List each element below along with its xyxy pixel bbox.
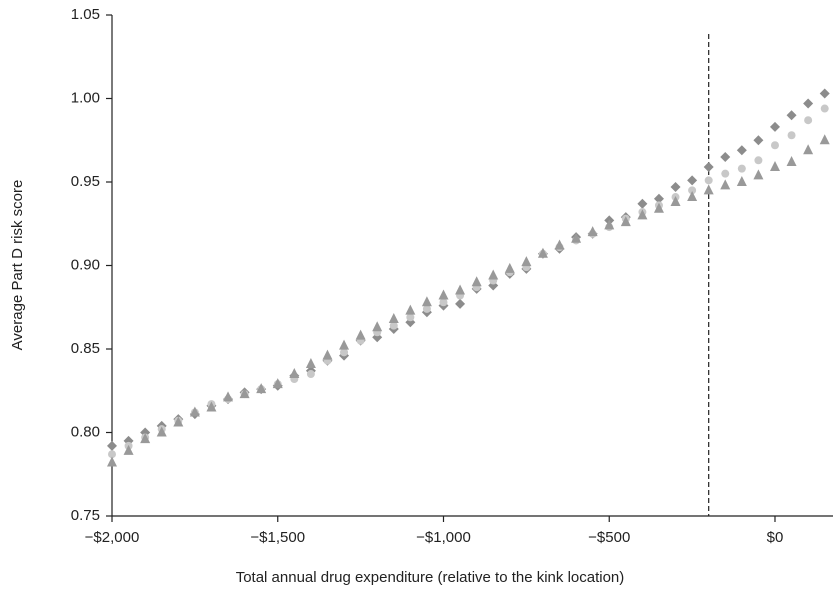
circle-point bbox=[108, 450, 116, 459]
circle-point bbox=[754, 156, 763, 165]
diamond-point bbox=[786, 110, 797, 121]
triangle-point bbox=[786, 155, 797, 166]
y-tick-label: 0.90 bbox=[71, 256, 100, 273]
triangle-point bbox=[620, 216, 631, 227]
circle-point bbox=[389, 321, 398, 330]
y-tick-label: 0.75 bbox=[71, 507, 100, 524]
diamond-point bbox=[670, 182, 681, 193]
x-tick-label: −$500 bbox=[588, 529, 630, 546]
diamond-point bbox=[703, 161, 714, 172]
diamond-point bbox=[687, 175, 698, 186]
triangle-point bbox=[289, 368, 300, 379]
triangle-point bbox=[803, 144, 814, 155]
triangle-point bbox=[455, 284, 466, 295]
circle-point bbox=[820, 104, 829, 113]
x-axis-label: Total annual drug expenditure (relative … bbox=[236, 569, 625, 586]
triangle-point bbox=[521, 256, 532, 267]
triangle-point bbox=[305, 358, 316, 369]
triangle-point bbox=[322, 349, 333, 360]
triangle-point bbox=[272, 378, 283, 389]
triangle-point bbox=[687, 191, 698, 202]
diamond-point bbox=[769, 121, 780, 132]
triangle-point bbox=[421, 296, 432, 307]
triangle-point bbox=[753, 169, 764, 180]
y-tick-label: 1.00 bbox=[71, 89, 100, 106]
triangle-point bbox=[653, 202, 664, 213]
triangle-point bbox=[670, 196, 681, 207]
circle-point bbox=[306, 370, 315, 379]
diamond-point bbox=[455, 298, 466, 309]
triangle-point bbox=[537, 247, 548, 258]
triangle-point bbox=[239, 388, 250, 399]
y-tick-label: 1.05 bbox=[71, 6, 100, 23]
triangle-point bbox=[504, 262, 515, 273]
triangle-point bbox=[769, 160, 780, 171]
diamond-point bbox=[653, 193, 664, 204]
diamond-point bbox=[803, 98, 814, 109]
triangle-point bbox=[720, 179, 731, 190]
y-axis-label: Average Part D risk score bbox=[9, 180, 26, 351]
diamond-point bbox=[753, 135, 764, 146]
triangle-point bbox=[107, 456, 117, 467]
y-tick-label: 0.95 bbox=[71, 173, 100, 190]
diamond-point bbox=[637, 198, 648, 209]
triangle-point bbox=[206, 401, 217, 412]
triangle-point bbox=[637, 209, 648, 220]
triangle-point bbox=[604, 219, 615, 230]
circle-point bbox=[737, 164, 746, 173]
diamond-point bbox=[736, 145, 747, 156]
triangle-point bbox=[372, 321, 383, 332]
x-tick-label: $0 bbox=[767, 529, 784, 546]
triangle-point bbox=[471, 276, 482, 287]
triangle-point bbox=[703, 184, 714, 195]
triangle-point bbox=[156, 426, 167, 437]
triangle-point bbox=[736, 176, 747, 186]
triangle-point bbox=[554, 239, 565, 250]
circle-point bbox=[340, 348, 349, 357]
circle-point bbox=[422, 304, 431, 313]
triangle-point bbox=[571, 232, 582, 243]
circle-point bbox=[406, 313, 415, 322]
triangle-point bbox=[256, 383, 267, 394]
circle-point bbox=[721, 169, 730, 178]
circle-point bbox=[787, 131, 796, 140]
diamond-point bbox=[720, 151, 731, 162]
triangle-point bbox=[339, 339, 350, 350]
diamond-point bbox=[819, 88, 830, 99]
circle-point bbox=[804, 116, 813, 125]
triangle-point bbox=[488, 269, 499, 280]
circle-point bbox=[439, 298, 448, 307]
triangle-point bbox=[173, 416, 184, 427]
circle-point bbox=[704, 176, 713, 185]
triangle-point bbox=[405, 304, 416, 315]
triangle-point bbox=[223, 391, 234, 402]
triangle-point bbox=[189, 406, 200, 417]
x-tick-label: −$1,000 bbox=[416, 529, 471, 546]
x-tick-label: −$2,000 bbox=[85, 529, 140, 546]
triangle-point bbox=[438, 289, 449, 300]
diamond-point bbox=[107, 440, 117, 451]
circle-point bbox=[688, 186, 697, 195]
triangle-point bbox=[388, 312, 399, 323]
x-tick-label: −$1,500 bbox=[250, 529, 305, 546]
triangle-point bbox=[140, 433, 151, 444]
circle-point bbox=[770, 141, 779, 150]
triangle-point bbox=[123, 444, 134, 455]
triangle-point bbox=[587, 226, 598, 237]
y-tick-label: 0.80 bbox=[71, 423, 100, 440]
y-tick-label: 0.85 bbox=[71, 340, 100, 357]
triangle-point bbox=[355, 329, 366, 340]
triangle-point bbox=[819, 134, 830, 145]
